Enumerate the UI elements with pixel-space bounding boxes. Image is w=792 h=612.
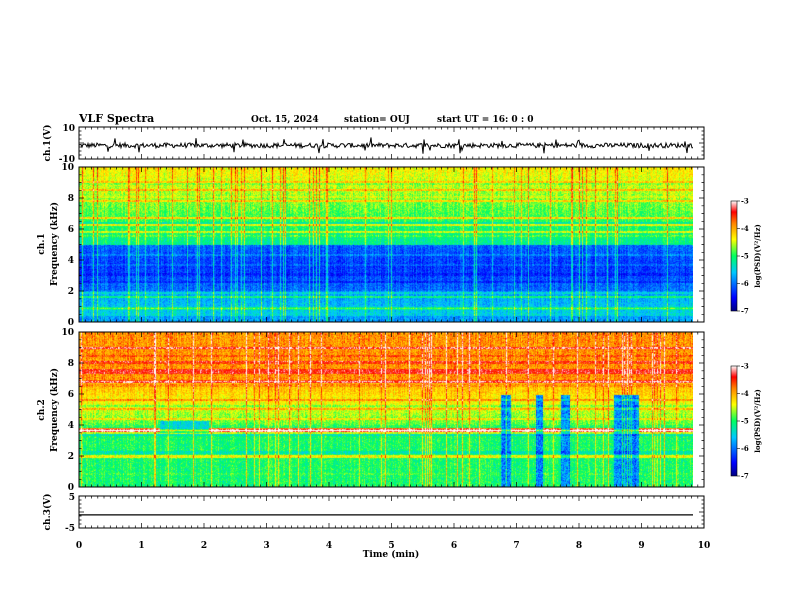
- y-tick-label: 6: [68, 390, 74, 400]
- y-tick-label: 0: [68, 483, 74, 493]
- y-tick-marks: [79, 126, 704, 160]
- y-tick-marks: [79, 166, 704, 323]
- x-tick-label: 3: [263, 541, 269, 551]
- ch2-spectrogram-ylabel: Frequency (kHz): [49, 368, 60, 452]
- x-tick-label: 5: [388, 541, 394, 551]
- x-tick-marks: [78, 167, 705, 322]
- x-tick-label: 6: [451, 541, 457, 551]
- ch1-spectrogram-heatmap: [79, 167, 693, 322]
- ch1-colorbar-label: log(PSD)(V²/Hz): [753, 224, 762, 288]
- colorbar-tick-label: -5: [741, 417, 749, 426]
- start-ut-label: start UT = 16: 0 : 0: [437, 115, 534, 125]
- y-tick-label: 0: [68, 318, 74, 328]
- y-tick-label: 10: [61, 328, 74, 338]
- y-tick-label: 2: [68, 452, 74, 462]
- y-tick-label: 8: [68, 194, 74, 204]
- ch1-waveform-ylabel: ch.1(V): [42, 125, 53, 162]
- colorbar-tick-label: -7: [741, 472, 749, 481]
- ch3-waveform-panel: 5 -5 ch.3(V): [42, 493, 705, 534]
- x-tick-label: 10: [698, 541, 711, 551]
- date-label: Oct. 15, 2024: [251, 115, 319, 125]
- figure-title: VLF Spectra: [78, 112, 154, 125]
- ch1-spectrogram-ylabel: Frequency (kHz): [49, 202, 60, 286]
- colorbar-tick-label: -4: [741, 389, 749, 398]
- y-tick-label: 6: [68, 225, 74, 235]
- colorbar-tick-label: -5: [741, 252, 749, 261]
- ch2-spectrogram-heatmap: [79, 332, 693, 487]
- ch1-ytick-bottom: -10: [59, 155, 75, 165]
- x-tick-marks: [78, 332, 705, 487]
- colorbar-tick-label: -6: [741, 279, 749, 288]
- ch1-ytick-top: 10: [62, 124, 75, 134]
- y-tick-label: 8: [68, 359, 74, 369]
- x-tick-label: 8: [576, 541, 582, 551]
- ch2-spectrogram-channel-label: ch.2: [37, 399, 47, 420]
- colorbar-tick-label: -3: [741, 362, 749, 371]
- ch1-spectrogram-channel-label: ch.1: [37, 233, 47, 254]
- colorbar-tick-label: -4: [741, 224, 749, 233]
- y-tick-label: 2: [68, 287, 74, 297]
- y-tick-label: 4: [68, 421, 74, 431]
- y-tick-label: 10: [61, 163, 74, 173]
- x-tick-label: 4: [326, 541, 332, 551]
- x-tick-label: 0: [76, 541, 82, 551]
- x-tick-label: 9: [638, 541, 644, 551]
- x-tick-label: 7: [513, 541, 519, 551]
- y-tick-marks: [79, 331, 704, 488]
- ch3-ytick-bottom: -5: [65, 524, 75, 534]
- ch3-waveform-ylabel: ch.3(V): [42, 494, 53, 531]
- colorbar-tick-label: -7: [741, 307, 749, 316]
- x-axis-label: Time (min): [363, 549, 420, 560]
- ch3-ytick-top: 5: [69, 493, 75, 503]
- y-tick-label: 4: [68, 256, 74, 266]
- ch2-colorbar: [730, 365, 738, 477]
- ch1-waveform-panel: 10 -10 ch.1(V): [42, 124, 705, 165]
- colorbar-tick-label: -3: [741, 197, 749, 206]
- x-tick-marks: [78, 127, 705, 159]
- x-tick-label: 1: [138, 541, 144, 551]
- x-tick-marks: [78, 496, 705, 528]
- ch1-colorbar: [730, 200, 738, 312]
- ch2-colorbar-label: log(PSD)(V²/Hz): [753, 389, 762, 453]
- ch1-waveform-line: [78, 137, 693, 154]
- x-tick-label: 2: [201, 541, 207, 551]
- station-label: station= OUJ: [344, 115, 410, 125]
- y-tick-marks: [79, 495, 704, 529]
- colorbar-tick-label: -6: [741, 444, 749, 453]
